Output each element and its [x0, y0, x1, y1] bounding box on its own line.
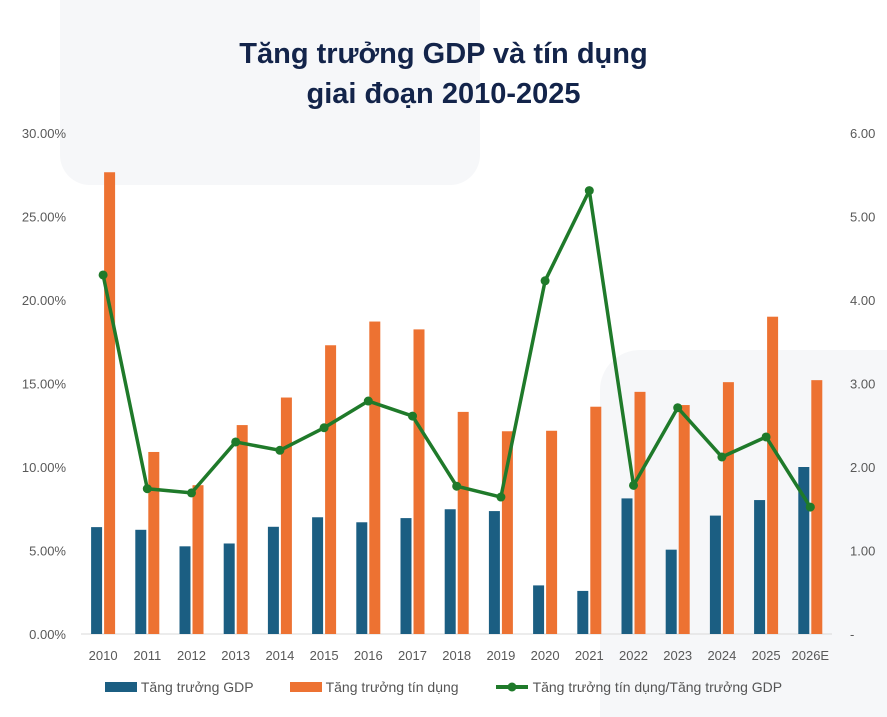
bar-gdp	[577, 590, 589, 634]
x-tick-label: 2019	[486, 648, 515, 663]
x-tick-label: 2025	[752, 648, 781, 663]
bar-gdp	[267, 526, 279, 634]
x-tick-label: 2020	[531, 648, 560, 663]
bar-gdp	[223, 543, 235, 634]
bar-gdp	[356, 522, 368, 634]
x-tick-label: 2015	[310, 648, 339, 663]
x-tick-label: 2026E	[792, 648, 830, 663]
bar-credit	[413, 329, 425, 634]
bar-credit	[501, 431, 513, 634]
point-ratio	[717, 452, 727, 462]
bar-credit	[192, 485, 204, 634]
bar-gdp	[709, 515, 721, 634]
bar-credit	[811, 380, 823, 634]
point-ratio	[673, 403, 683, 413]
legend-label: Tăng trưởng GDP	[140, 679, 254, 695]
bar-credit	[236, 425, 248, 634]
point-ratio	[142, 484, 152, 494]
bar-credit	[678, 405, 690, 634]
x-tick-label: 2021	[575, 648, 604, 663]
bar-credit	[590, 406, 602, 634]
point-ratio	[540, 276, 550, 286]
chart-title: Tăng trưởng GDP và tín dụng giai đoạn 20…	[0, 34, 887, 114]
legend-swatch-ratio	[495, 682, 528, 692]
legend-item-gdp: Tăng trưởng GDP	[104, 679, 254, 695]
x-tick-label: 2012	[177, 648, 206, 663]
bar-credit	[634, 391, 646, 634]
legend-swatch-credit	[289, 682, 322, 692]
y-right-tick-label: 6.00	[850, 126, 875, 141]
bar-credit	[767, 316, 779, 634]
bar-gdp	[91, 527, 103, 634]
point-ratio	[629, 480, 638, 490]
y-right-tick-label: 1.00	[850, 544, 875, 559]
bar-gdp	[312, 517, 324, 634]
point-ratio	[496, 492, 506, 502]
y-left-tick-label: 0.00%	[29, 627, 66, 642]
point-ratio	[363, 396, 373, 406]
x-tick-label: 2018	[442, 648, 471, 663]
bar-gdp	[488, 511, 500, 634]
point-ratio	[805, 502, 815, 512]
bar-gdp	[400, 518, 412, 634]
y-right-tick-label: 2.00	[850, 460, 875, 475]
point-ratio	[584, 186, 594, 196]
y-right-tick-label: 4.00	[850, 293, 875, 308]
background-watermark	[60, 0, 480, 185]
bar-credit	[325, 345, 337, 634]
y-left-tick-label: 30.00%	[22, 126, 67, 141]
point-ratio	[761, 432, 771, 442]
bar-credit	[280, 397, 292, 634]
x-tick-label: 2010	[89, 648, 118, 663]
bar-gdp	[179, 546, 191, 634]
y-left-tick-label: 15.00%	[22, 377, 67, 392]
x-tick-label: 2011	[133, 648, 161, 663]
point-ratio	[231, 437, 241, 447]
point-ratio	[275, 445, 285, 455]
background-watermark	[600, 350, 887, 717]
bar-gdp	[533, 585, 545, 634]
x-tick-label: 2023	[663, 648, 692, 663]
legend-label: Tăng trưởng tín dụng/Tăng trưởng GDP	[532, 679, 783, 695]
point-ratio	[187, 488, 196, 498]
bar-credit	[546, 430, 558, 634]
y-right-tick-label: -	[850, 627, 854, 642]
bar-credit	[104, 172, 116, 634]
bar-credit	[722, 382, 734, 634]
bar-gdp	[621, 498, 633, 634]
x-tick-label: 2024	[707, 648, 736, 663]
y-left-tick-label: 5.00%	[29, 544, 66, 559]
bar-gdp	[798, 467, 810, 634]
x-tick-label: 2013	[221, 648, 250, 663]
point-ratio	[98, 270, 108, 280]
line-ratio	[101, 188, 812, 509]
legend: Tăng trưởng GDP Tăng trưởng tín dụng Tăn…	[0, 679, 887, 695]
legend-item-ratio: Tăng trưởng tín dụng/Tăng trưởng GDP	[495, 679, 783, 695]
x-tick-label: 2016	[354, 648, 383, 663]
bar-credit	[369, 321, 381, 634]
bar-gdp	[444, 509, 456, 634]
x-tick-label: 2014	[265, 648, 294, 663]
point-ratio	[319, 423, 329, 433]
legend-swatch-gdp	[104, 682, 137, 692]
y-right-tick-label: 5.00	[850, 210, 875, 225]
chart-title-line2: giai đoạn 2010-2025	[306, 78, 581, 110]
chart-title-line1: Tăng trưởng GDP và tín dụng	[239, 38, 648, 70]
point-ratio	[408, 411, 417, 421]
point-ratio	[452, 481, 462, 491]
bar-gdp	[665, 549, 677, 634]
legend-label: Tăng trưởng tín dụng	[325, 679, 459, 695]
bar-credit	[148, 451, 160, 634]
y-left-tick-label: 25.00%	[22, 210, 67, 225]
x-tick-label: 2017	[398, 648, 427, 663]
y-left-tick-label: 10.00%	[22, 460, 67, 475]
legend-item-credit: Tăng trưởng tín dụng	[289, 679, 459, 695]
bar-gdp	[135, 529, 147, 634]
y-right-tick-label: 3.00	[850, 377, 875, 392]
bar-gdp	[754, 500, 766, 634]
bar-credit	[457, 411, 469, 634]
x-tick-label: 2022	[619, 648, 648, 663]
y-left-tick-label: 20.00%	[22, 293, 67, 308]
